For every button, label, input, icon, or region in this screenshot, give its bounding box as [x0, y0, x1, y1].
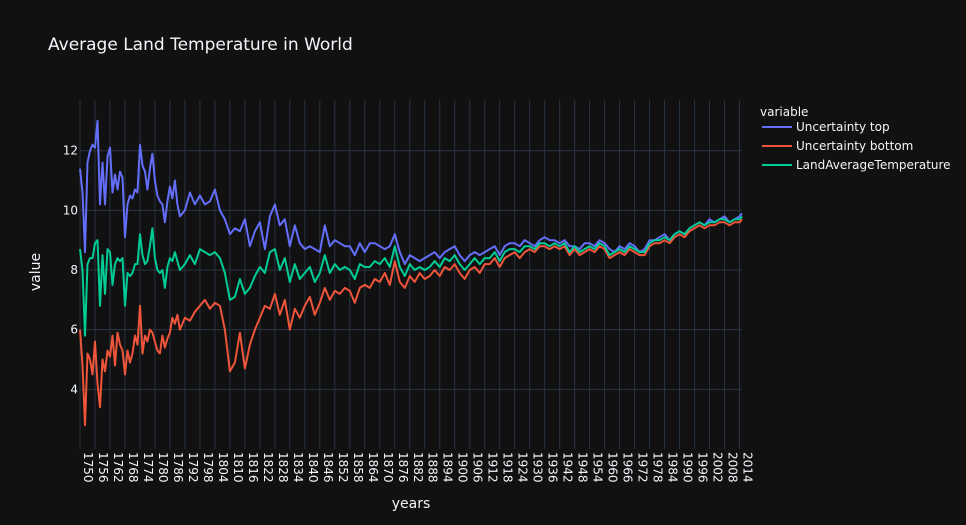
legend-title: variable — [760, 105, 808, 119]
x-tick-label-7: 1792 — [186, 452, 200, 483]
x-tick-label-24: 1894 — [441, 452, 455, 483]
x-tick-label-18: 1858 — [351, 452, 365, 483]
x-tick-label-0: 1750 — [81, 452, 95, 483]
x-tick-label-33: 1948 — [576, 452, 590, 483]
legend-item-2[interactable]: LandAverageTemperature — [762, 158, 951, 172]
x-tick-label-10: 1810 — [231, 452, 245, 483]
y-axis-ticks: 4 6 8 10 12 — [63, 144, 78, 397]
x-tick-label-5: 1780 — [156, 452, 170, 483]
x-tick-label-21: 1876 — [396, 452, 410, 483]
x-tick-label-40: 1990 — [681, 452, 695, 483]
x-tick-label-37: 1972 — [636, 452, 650, 483]
series-lines — [79, 119, 743, 427]
x-tick-label-41: 1996 — [696, 452, 710, 483]
y-tick-label-4: 12 — [63, 144, 78, 158]
x-tick-label-8: 1798 — [201, 452, 215, 483]
series-line-2 — [79, 215, 743, 337]
y-tick-label-0: 4 — [70, 382, 78, 396]
x-tick-label-30: 1930 — [531, 452, 545, 483]
legend-label-1: Uncertainty bottom — [796, 139, 913, 153]
y-tick-label-2: 8 — [70, 263, 78, 277]
x-tick-label-4: 1774 — [141, 452, 155, 483]
series-line-1 — [79, 218, 743, 427]
x-tick-label-16: 1846 — [321, 452, 335, 483]
x-tick-label-11: 1816 — [246, 452, 260, 483]
chart-title: Average Land Temperature in World — [48, 35, 353, 55]
x-tick-label-36: 1966 — [621, 452, 635, 483]
x-tick-label-43: 2008 — [726, 452, 740, 483]
x-tick-label-31: 1936 — [546, 452, 560, 483]
x-tick-label-13: 1828 — [276, 452, 290, 483]
x-tick-label-19: 1864 — [366, 452, 380, 483]
x-axis-title: years — [392, 496, 431, 512]
x-tick-label-6: 1786 — [171, 452, 185, 483]
x-tick-label-17: 1852 — [336, 452, 350, 483]
x-tick-label-25: 1900 — [456, 452, 470, 483]
x-tick-label-20: 1870 — [381, 452, 395, 483]
x-axis-ticks: 1750 1756 1762 1768 1774 1780 1786 1792 1798 1804… — [81, 452, 755, 483]
y-tick-label-3: 10 — [63, 203, 78, 217]
x-tick-label-32: 1942 — [561, 452, 575, 483]
x-tick-label-9: 1804 — [216, 452, 230, 483]
legend-label-2: LandAverageTemperature — [796, 158, 951, 172]
legend-item-1[interactable]: Uncertainty bottom — [762, 139, 913, 153]
x-tick-label-14: 1834 — [291, 452, 305, 483]
x-tick-label-1: 1756 — [96, 452, 110, 483]
x-tick-label-23: 1888 — [426, 452, 440, 483]
y-tick-label-1: 6 — [70, 323, 78, 337]
x-tick-label-35: 1960 — [606, 452, 620, 483]
x-tick-label-26: 1906 — [471, 452, 485, 483]
legend-label-0: Uncertainty top — [796, 120, 890, 134]
x-tick-label-44: 2014 — [741, 452, 755, 483]
x-tick-label-38: 1978 — [651, 452, 665, 483]
x-tick-label-34: 1954 — [591, 452, 605, 483]
x-tick-label-27: 1912 — [486, 452, 500, 483]
y-axis-title: value — [28, 253, 44, 291]
legend-item-0[interactable]: Uncertainty top — [762, 120, 890, 134]
x-tick-label-42: 2002 — [711, 452, 725, 483]
x-tick-label-15: 1840 — [306, 452, 320, 483]
x-tick-label-3: 1768 — [126, 452, 140, 483]
legend[interactable]: variable Uncertainty top Uncertainty bott… — [760, 105, 951, 172]
x-tick-label-39: 1984 — [666, 452, 680, 483]
x-tick-label-29: 1924 — [516, 452, 530, 483]
series-line-0 — [79, 119, 743, 266]
x-tick-label-22: 1882 — [411, 452, 425, 483]
x-tick-label-28: 1918 — [501, 452, 515, 483]
x-tick-label-2: 1762 — [111, 452, 125, 483]
x-tick-label-12: 1822 — [261, 452, 275, 483]
